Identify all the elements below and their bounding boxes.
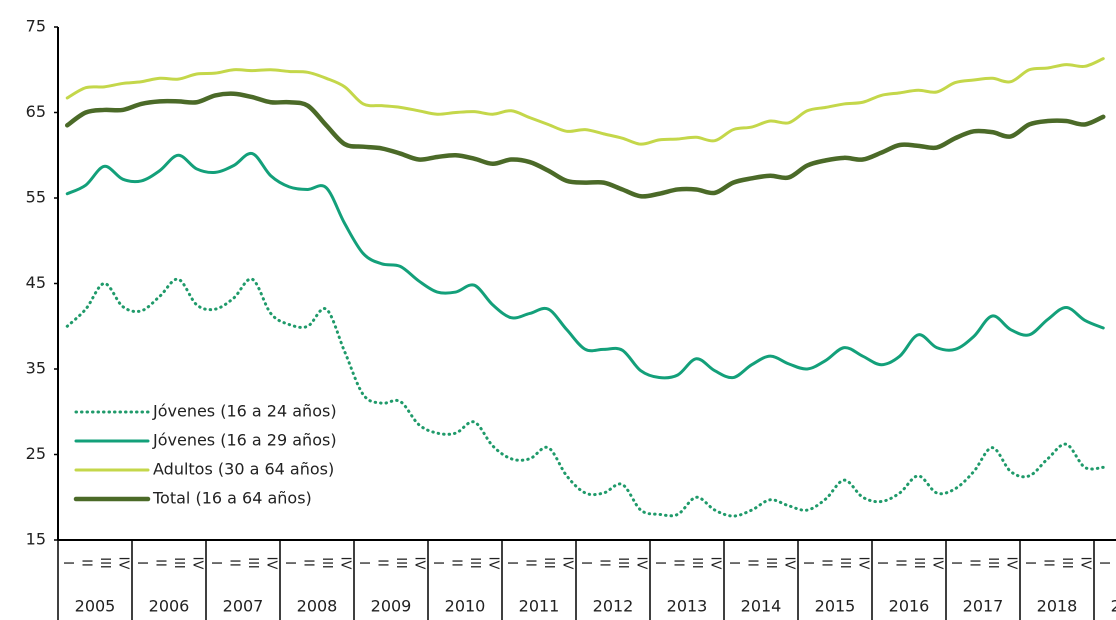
quarter-label: III (97, 557, 112, 569)
quarter-label: I (874, 561, 889, 565)
series-line (65, 91, 1106, 199)
quarter-label: I (948, 561, 963, 565)
year-label: 2014 (741, 597, 782, 616)
quarter-label: III (615, 557, 630, 569)
quarter-label: IV (1003, 557, 1018, 570)
quarter-label: II (152, 559, 167, 567)
quarter-label: I (726, 561, 741, 565)
quarter-label: IV (707, 557, 722, 570)
quarter-label: IV (781, 557, 796, 570)
quarter-label: II (966, 559, 981, 567)
quarter-label: III (985, 557, 1000, 569)
quarter-label: IV (929, 557, 944, 570)
series-line (65, 57, 1105, 146)
year-label: 2017 (963, 597, 1004, 616)
quarter-label: III (245, 557, 260, 569)
year-label: 2012 (593, 597, 634, 616)
quarter-label: III (911, 557, 926, 569)
year-label: 2006 (149, 597, 190, 616)
series-line (65, 277, 1105, 518)
year-label: 2005 (75, 597, 116, 616)
y-tick-label: 35 (26, 359, 46, 378)
quarter-label: III (319, 557, 334, 569)
quarter-label: III (393, 557, 408, 569)
quarter-label: III (1059, 557, 1074, 569)
legend-label: Jóvenes (16 a 29 años) (152, 431, 337, 450)
year-label: 2010 (445, 597, 486, 616)
year-label: 2015 (815, 597, 856, 616)
y-tick-label: 75 (26, 17, 46, 36)
y-tick-label: 45 (26, 273, 46, 292)
quarter-label: I (578, 561, 593, 565)
quarter-label: II (78, 559, 93, 567)
quarter-label: III (467, 557, 482, 569)
quarter-label: III (763, 557, 778, 569)
quarter-label: II (670, 559, 685, 567)
quarter-label: I (282, 561, 297, 565)
quarter-label: I (60, 561, 75, 565)
quarter-label: IV (855, 557, 870, 570)
quarter-label: I (356, 561, 371, 565)
year-label: 2007 (223, 597, 264, 616)
year-label: 2013 (667, 597, 708, 616)
quarter-label: I (134, 561, 149, 565)
quarter-label: IV (115, 557, 130, 570)
quarter-label: II (300, 559, 315, 567)
year-label: 2018 (1037, 597, 1078, 616)
quarter-label: II (448, 559, 463, 567)
year-label: 2008 (297, 597, 338, 616)
series-line (65, 151, 1105, 380)
quarter-label: I (430, 561, 445, 565)
year-label: 2011 (519, 597, 560, 616)
quarter-label: IV (411, 557, 426, 570)
quarter-label: III (837, 557, 852, 569)
y-tick-label: 25 (26, 444, 46, 463)
quarter-label: III (689, 557, 704, 569)
quarter-label: II (522, 559, 537, 567)
quarter-label: IV (189, 557, 204, 570)
y-tick-label: 65 (26, 102, 46, 121)
quarter-label: I (652, 561, 667, 565)
quarter-label: IV (485, 557, 500, 570)
quarter-label: I (504, 561, 519, 565)
quarter-label: II (374, 559, 389, 567)
legend-label: Adultos (30 a 64 años) (153, 460, 334, 479)
quarter-label: IV (633, 557, 648, 570)
year-label: 2019 (1111, 597, 1116, 616)
year-label: 2016 (889, 597, 930, 616)
quarter-label: IV (559, 557, 574, 570)
legend-label: Total (16 a 64 años) (152, 489, 312, 508)
year-label: 2009 (371, 597, 412, 616)
quarter-label: I (1022, 561, 1037, 565)
y-tick-label: 55 (26, 188, 46, 207)
quarter-label: II (818, 559, 833, 567)
quarter-label: III (541, 557, 556, 569)
y-tick-label: 15 (26, 530, 46, 549)
quarter-label: III (171, 557, 186, 569)
quarter-label: I (208, 561, 223, 565)
quarter-label: I (800, 561, 815, 565)
quarter-label: II (892, 559, 907, 567)
legend-label: Jóvenes (16 a 24 años) (152, 402, 337, 421)
quarter-label: II (744, 559, 759, 567)
quarter-label: IV (337, 557, 352, 570)
quarter-label: IV (263, 557, 278, 570)
quarter-label: II (226, 559, 241, 567)
quarter-label: IV (1077, 557, 1092, 570)
quarter-label: I (1096, 561, 1111, 565)
quarter-label: II (596, 559, 611, 567)
quarter-label: II (1040, 559, 1055, 567)
